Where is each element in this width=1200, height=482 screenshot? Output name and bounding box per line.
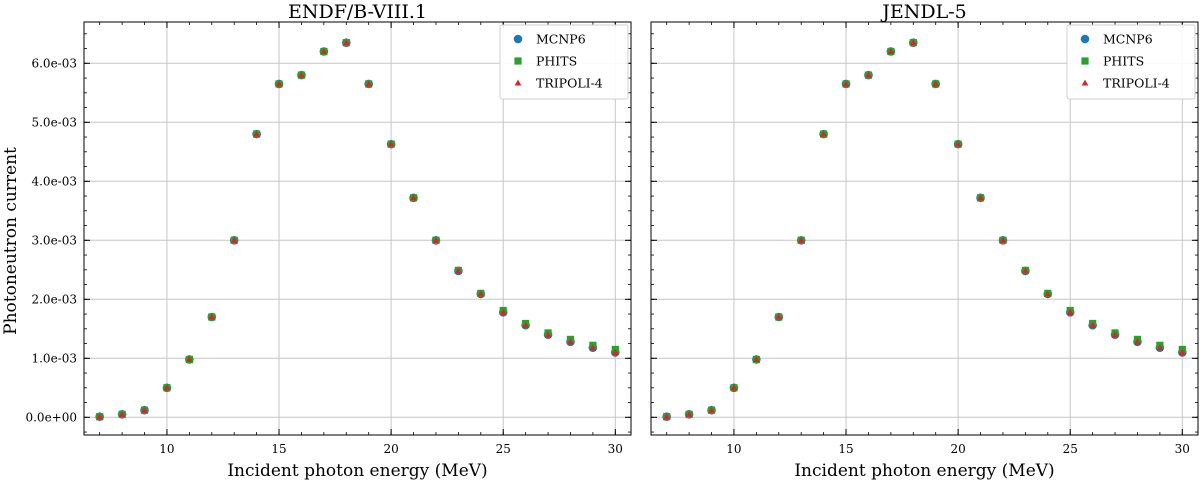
panel-endf: 10 15 20 25 30 0.0e+00 1.0e-03 2.0e-03 3.0e-03 4.… <box>25 1 632 481</box>
data-point <box>611 349 619 355</box>
data-point <box>887 48 895 55</box>
data-point <box>999 236 1007 243</box>
data-point <box>230 236 238 243</box>
y-tick-label: 6.0e-03 <box>31 56 77 70</box>
series-tripoli-4 <box>663 39 1186 420</box>
data-point <box>342 39 350 46</box>
legend-box <box>1066 24 1196 100</box>
data-point <box>842 80 850 87</box>
data-point <box>320 48 328 55</box>
data-point <box>1111 331 1119 338</box>
x-tick-label: 15 <box>838 442 853 456</box>
data-point <box>797 236 805 243</box>
data-point <box>118 410 126 417</box>
data-point <box>1044 290 1052 297</box>
legend-marker-tripoli-4 <box>514 79 522 86</box>
data-point <box>208 313 216 320</box>
data-point <box>820 130 828 137</box>
data-point <box>1089 321 1097 328</box>
chart-title: JENDL-5 <box>880 1 966 23</box>
legend-label: MCNP6 <box>536 32 586 47</box>
data-point <box>752 356 760 363</box>
data-point <box>708 406 715 413</box>
x-axis-label: Incident photon energy (MeV) <box>227 461 487 481</box>
chart-title: ENDF/B-VIII.1 <box>288 1 427 23</box>
legend-label: TRIPOLI-4 <box>536 76 603 91</box>
data-point <box>185 356 193 363</box>
y-tick-label: 2.0e-03 <box>31 292 77 306</box>
data-point <box>544 331 552 338</box>
data-point <box>96 413 104 420</box>
x-axis-label: Incident photon energy (MeV) <box>794 461 1054 481</box>
data-point <box>410 194 417 201</box>
x-tick-label: 25 <box>1063 442 1078 456</box>
legend-label: TRIPOLI-4 <box>1103 76 1170 91</box>
legend-marker-mcnp6 <box>1080 34 1090 44</box>
data-point <box>253 130 261 137</box>
data-point <box>1134 338 1141 345</box>
data-point <box>685 410 693 417</box>
x-tick-label: 30 <box>1175 442 1190 456</box>
data-point <box>1178 349 1186 355</box>
data-point <box>387 140 395 147</box>
y-tick-label: 0.0e+00 <box>25 410 77 424</box>
data-point <box>567 338 574 345</box>
legend-marker-phits <box>514 57 522 65</box>
y-tick-label: 1.0e-03 <box>31 351 77 365</box>
data-point <box>1156 344 1164 351</box>
data-point <box>1066 308 1074 315</box>
legend-box <box>499 24 629 100</box>
data-point <box>865 71 872 78</box>
series-tripoli-4 <box>96 39 619 420</box>
axes-frame <box>83 21 632 436</box>
data-point <box>365 80 373 87</box>
y-axis-label: Photoneutron current <box>1 147 21 335</box>
y-tick-label: 3.0e-03 <box>31 233 77 247</box>
legend: MCNP6 PHITS TRIPOLI-4 <box>1066 24 1196 100</box>
panel-jendl: 10 15 20 25 30 JENDL-5 Incident photon energy … <box>650 1 1199 481</box>
data-point <box>909 39 917 46</box>
data-point <box>477 290 485 297</box>
x-tick-label: 10 <box>159 442 174 456</box>
legend-label: PHITS <box>1103 54 1144 69</box>
data-point <box>298 71 305 78</box>
legend-marker-phits <box>1081 57 1089 65</box>
data-point <box>977 194 984 201</box>
data-point <box>589 344 597 351</box>
data-point <box>954 140 962 147</box>
y-tick-label: 4.0e-03 <box>31 174 77 188</box>
x-tick-label: 30 <box>608 442 623 456</box>
data-point <box>275 80 283 87</box>
data-point <box>1021 267 1029 274</box>
data-point <box>454 267 462 274</box>
legend-label: PHITS <box>536 54 577 69</box>
legend-marker-mcnp6 <box>513 34 523 44</box>
data-point <box>432 236 440 243</box>
data-point <box>499 308 507 315</box>
data-point <box>141 406 148 413</box>
data-point <box>163 384 171 391</box>
data-point <box>522 321 530 328</box>
data-point <box>775 313 783 320</box>
x-tick-label: 10 <box>726 442 741 456</box>
legend-label: MCNP6 <box>1103 32 1153 47</box>
data-point <box>730 384 738 391</box>
x-tick-label: 25 <box>496 442 511 456</box>
data-point <box>932 80 940 87</box>
legend: MCNP6 PHITS TRIPOLI-4 <box>499 24 629 100</box>
axes-frame <box>650 21 1199 436</box>
x-tick-label: 20 <box>950 442 965 456</box>
y-tick-label: 5.0e-03 <box>31 115 77 129</box>
data-point <box>663 413 671 420</box>
x-tick-label: 15 <box>271 442 286 456</box>
x-tick-label: 20 <box>383 442 398 456</box>
legend-marker-tripoli-4 <box>1081 79 1089 86</box>
